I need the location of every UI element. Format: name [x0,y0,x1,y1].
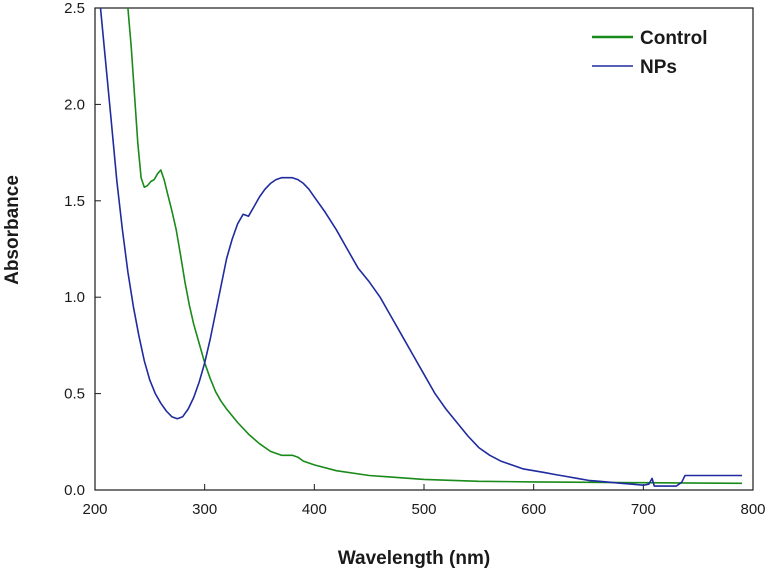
x-tick-label: 700 [631,501,656,518]
legend-label-control: Control [640,28,708,49]
x-tick-label: 800 [740,501,765,518]
y-axis-ticks: 0.0 0.5 1.0 1.5 2.0 2.5 [64,0,101,499]
y-tick-label: 1.5 [64,193,85,210]
x-tick-label: 500 [411,501,436,518]
y-tick-label: 2.5 [64,0,85,17]
series-line-control [127,7,743,485]
series-line-nps [99,7,742,487]
x-tick-label: 200 [82,501,107,518]
x-axis-ticks: 200 300 400 500 600 700 800 [82,484,766,518]
legend-label-nps: NPs [640,57,677,78]
x-tick-label: 600 [521,501,546,518]
series-layer [99,7,743,487]
y-tick-label: 1.0 [64,289,85,306]
y-tick-label: 2.0 [64,96,85,113]
plot-frame [94,7,754,491]
y-axis-title: Absorbance [2,175,23,285]
y-tick-label: 0.0 [64,482,85,499]
x-axis-title: Wavelength (nm) [338,548,490,569]
x-tick-label: 400 [302,501,327,518]
y-tick-label: 0.5 [64,386,85,403]
legend: Control NPs [592,28,708,78]
x-tick-label: 300 [192,501,217,518]
